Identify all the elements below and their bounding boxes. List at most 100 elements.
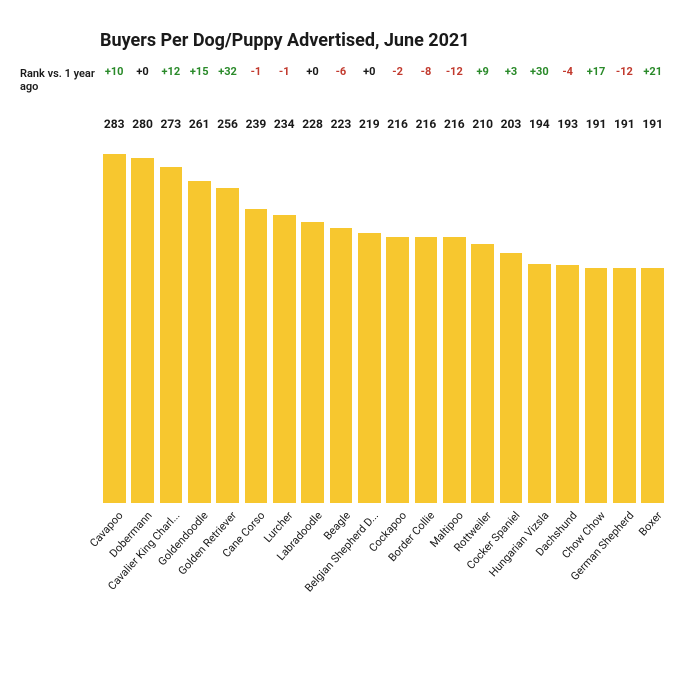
rank-delta: +30 xyxy=(525,65,553,81)
bar xyxy=(188,181,211,503)
bar-column: 191 xyxy=(582,117,610,503)
rank-delta: +21 xyxy=(639,65,667,81)
rank-delta-value: -8 xyxy=(421,65,432,81)
bar-column: 191 xyxy=(610,117,638,503)
rank-delta-value: +3 xyxy=(505,65,517,81)
x-tick: Boxer xyxy=(639,503,667,623)
rank-delta-value: +0 xyxy=(136,65,148,81)
bar-column: 219 xyxy=(355,117,383,503)
bar xyxy=(471,244,494,503)
x-tick: Cane Corso xyxy=(242,503,270,623)
bar-column: 273 xyxy=(157,117,185,503)
bar xyxy=(500,253,523,503)
chart-title: Buyers Per Dog/Puppy Advertised, June 20… xyxy=(100,30,667,51)
rank-delta-value: -12 xyxy=(446,65,463,81)
bar-value-label: 228 xyxy=(302,117,323,131)
bar xyxy=(103,154,126,503)
rank-delta: +0 xyxy=(128,65,156,81)
rank-delta-value: -1 xyxy=(279,65,290,81)
bar-value-label: 194 xyxy=(529,117,550,131)
rank-delta: -2 xyxy=(383,65,411,81)
bar-column: 194 xyxy=(525,117,553,503)
bar-value-label: 191 xyxy=(614,117,635,131)
x-tick: Border Collie xyxy=(412,503,440,623)
bar xyxy=(301,222,324,503)
bar-column: 191 xyxy=(639,117,667,503)
x-tick: German Shepherd xyxy=(610,503,638,623)
rank-axis-label: Rank vs. 1 year ago xyxy=(20,65,100,93)
x-tick-label: Boxer xyxy=(636,509,664,538)
bar-value-label: 283 xyxy=(104,117,125,131)
x-tick: Belgian Shepherd D... xyxy=(355,503,383,623)
bar xyxy=(273,215,296,504)
bar xyxy=(216,188,239,504)
rank-delta: +0 xyxy=(298,65,326,81)
bar xyxy=(443,237,466,503)
rank-delta: +32 xyxy=(213,65,241,81)
bar-column: 210 xyxy=(468,117,496,503)
rank-delta: +17 xyxy=(582,65,610,81)
rank-delta: +10 xyxy=(100,65,128,81)
bar-value-label: 261 xyxy=(189,117,210,131)
rank-delta-value: +0 xyxy=(363,65,375,81)
bar-value-label: 191 xyxy=(642,117,663,131)
bar xyxy=(528,264,551,503)
x-tick: Cockapoo xyxy=(383,503,411,623)
rank-delta: +15 xyxy=(185,65,213,81)
bar-value-label: 216 xyxy=(444,117,465,131)
bar-value-label: 256 xyxy=(217,117,238,131)
rank-delta-value: +15 xyxy=(190,65,209,81)
bar-value-label: 216 xyxy=(416,117,437,131)
bar xyxy=(330,228,353,503)
rank-delta: +0 xyxy=(355,65,383,81)
rank-delta-value: +12 xyxy=(162,65,181,81)
bar-column: 216 xyxy=(412,117,440,503)
x-tick: Hungarian Vizsla xyxy=(525,503,553,623)
bar-value-label: 191 xyxy=(586,117,607,131)
bar-value-label: 280 xyxy=(132,117,153,131)
bar-column: 203 xyxy=(497,117,525,503)
rank-delta: +12 xyxy=(157,65,185,81)
bar-column: 280 xyxy=(128,117,156,503)
rank-delta: -12 xyxy=(440,65,468,81)
bar xyxy=(358,233,381,503)
rank-delta-value: +0 xyxy=(306,65,318,81)
bar xyxy=(160,167,183,504)
bar-value-label: 193 xyxy=(557,117,578,131)
rank-delta-value: -12 xyxy=(616,65,633,81)
bar-value-label: 223 xyxy=(331,117,352,131)
bar-column: 234 xyxy=(270,117,298,503)
bar xyxy=(585,268,608,504)
bar xyxy=(556,265,579,503)
rank-delta-value: -2 xyxy=(392,65,403,81)
rank-delta-value: +10 xyxy=(105,65,124,81)
rank-delta-value: -6 xyxy=(336,65,347,81)
bar-value-label: 216 xyxy=(387,117,408,131)
bar xyxy=(131,158,154,503)
rank-row: Rank vs. 1 year ago +10 +0 +12 +15+32 -1 -1 +0… xyxy=(20,65,667,93)
rank-delta: -1 xyxy=(242,65,270,81)
rank-delta-value: -4 xyxy=(562,65,573,81)
rank-delta-value: +17 xyxy=(587,65,606,81)
rank-delta: -12 xyxy=(610,65,638,81)
bar-value-label: 210 xyxy=(472,117,493,131)
rank-delta-value: +21 xyxy=(643,65,662,81)
bar xyxy=(613,268,636,504)
rank-delta-value: -1 xyxy=(251,65,262,81)
bar-column: 256 xyxy=(213,117,241,503)
plot-area: 2832802732612562392342282232192162162162… xyxy=(100,117,667,623)
bar xyxy=(386,237,409,503)
rank-delta-value: +30 xyxy=(530,65,549,81)
x-tick: Lurcher xyxy=(270,503,298,623)
rank-delta: -6 xyxy=(327,65,355,81)
rank-delta: -8 xyxy=(412,65,440,81)
bar-column: 223 xyxy=(327,117,355,503)
bar-column: 193 xyxy=(554,117,582,503)
bar-column: 261 xyxy=(185,117,213,503)
bar xyxy=(415,237,438,503)
bar-column: 283 xyxy=(100,117,128,503)
bar xyxy=(641,268,664,504)
rank-delta: +9 xyxy=(468,65,496,81)
rank-delta-value: +9 xyxy=(476,65,488,81)
rank-delta: -1 xyxy=(270,65,298,81)
